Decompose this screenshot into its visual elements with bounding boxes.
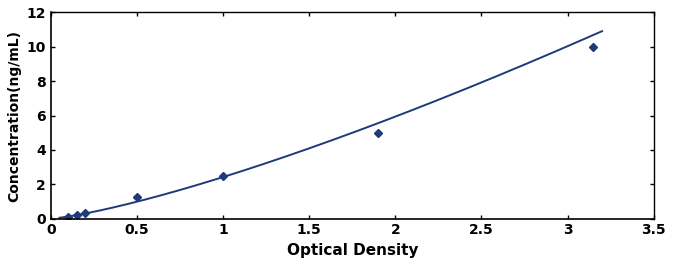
Y-axis label: Concentration(ng/mL): Concentration(ng/mL) [7, 29, 21, 202]
X-axis label: Optical Density: Optical Density [287, 243, 418, 258]
